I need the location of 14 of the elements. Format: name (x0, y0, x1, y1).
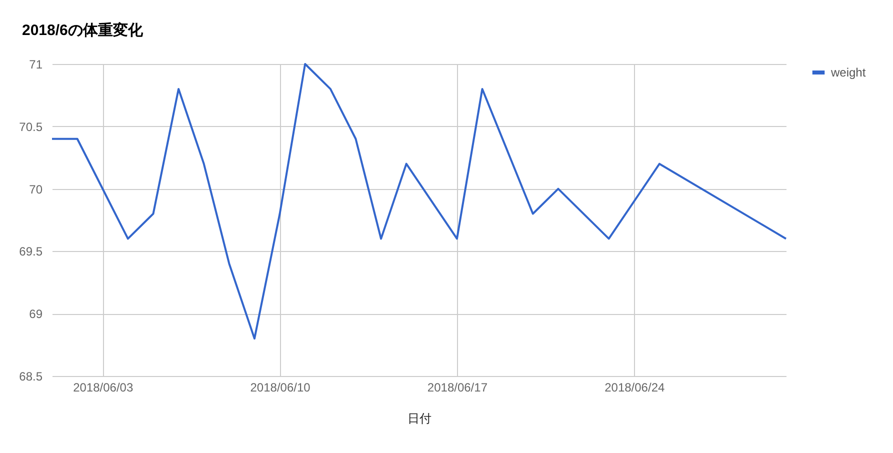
x-tick-label: 2018/06/03 (73, 380, 134, 394)
y-tick-label: 70 (29, 182, 43, 196)
legend-label: weight (830, 66, 866, 80)
y-tick-label: 69.5 (19, 244, 43, 259)
x-tick-label: 2018/06/10 (250, 380, 311, 394)
y-tick-label: 69 (29, 307, 43, 322)
y-tick-label: 70.5 (19, 120, 43, 134)
line-series (51, 63, 787, 340)
x-axis-title: 日付 (408, 412, 432, 426)
x-tick-label: 2018/06/24 (604, 380, 665, 394)
y-tick-label: 68.5 (19, 370, 43, 384)
y-tick-label: 71 (29, 58, 43, 72)
chart-title: 2018/6の体重変化 (22, 21, 144, 39)
x-tick-label: 2018/06/17 (427, 380, 488, 394)
